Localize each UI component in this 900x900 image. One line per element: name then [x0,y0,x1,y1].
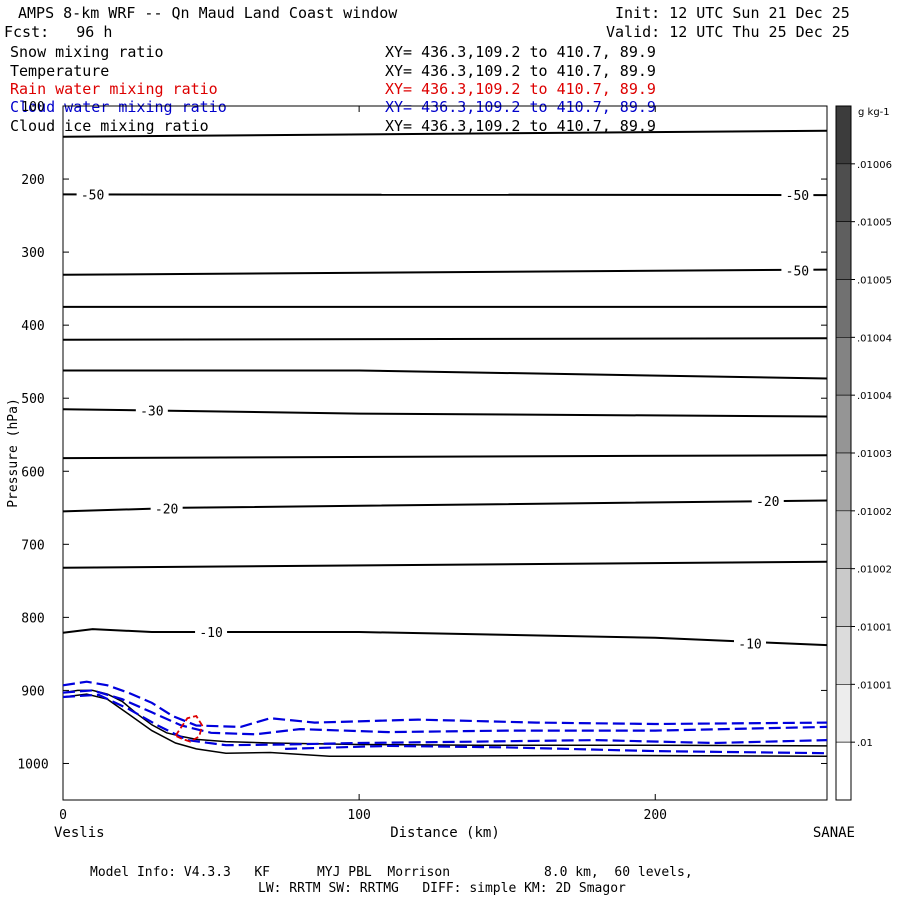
temperature-contour [62,560,828,569]
colorbar-label: .01003 [857,449,892,460]
cloud-water-contour [62,689,828,736]
y-tick-label: 400 [21,319,44,334]
temperature-contour-label: -50 [81,188,104,203]
colorbar-label: .01001 [857,623,892,634]
y-tick-label: 300 [21,246,44,261]
colorbar-segment [835,279,852,338]
colorbar-label: .01 [857,738,873,749]
colorbar-segment [835,626,852,685]
y-tick-label: 600 [21,465,44,480]
contour-label-bg [150,500,183,516]
legend-name-temperature: Temperature [10,62,110,80]
valid-time: Valid: 12 UTC Thu 25 Dec 25 [606,23,850,41]
temperature-contour [62,454,828,460]
temperature-contour [62,408,828,418]
y-tick-label: 900 [21,684,44,699]
x-tick-label: 0 [59,808,67,823]
colorbar-label: .01004 [857,333,892,344]
temperature-contour-label: -30 [140,405,163,420]
plot-frame [62,105,828,801]
x-tick-label: 200 [644,808,667,823]
cloud-water-contour [62,693,828,747]
temperature-contour-label: -10 [199,626,222,641]
legend-name-rain: Rain water mixing ratio [10,80,218,98]
init-time: Init: 12 UTC Sun 21 Dec 25 [615,4,850,22]
temperature-contour-label: -20 [756,495,779,510]
chart-title: AMPS 8-km WRF -- Qn Maud Land Coast wind… [18,4,398,22]
legend-xy-temperature: XY= 436.3,109.2 to 410.7, 89.9 [385,62,656,80]
legend-xy-rain: XY= 436.3,109.2 to 410.7, 89.9 [385,80,656,98]
legend-name-cloud-ice: Cloud ice mixing ratio [10,117,209,135]
colorbar-label: .01002 [857,507,892,518]
cloud-water-contour [285,744,828,755]
colorbar-segment [835,394,852,454]
colorbar-label: .01002 [857,565,892,576]
temperature-contour [63,369,828,380]
colorbar-segment [835,568,852,627]
contour-label-bg [781,262,814,278]
contour-label-bg [751,493,784,509]
colorbar-segment [835,105,852,165]
legend-xy-cloud-ice: XY= 436.3,109.2 to 410.7, 89.9 [385,117,656,135]
model-info-line2: LW: RRTM SW: RRTMG DIFF: simple KM: 2D S… [258,881,626,896]
colorbar-segment [835,510,852,569]
y-tick-label: 1000 [17,757,48,772]
x-tick-label: 100 [347,808,370,823]
x-axis-label: Distance (km) [390,825,500,841]
y-tick-label: 500 [21,392,44,407]
legend-xy-snow: XY= 436.3,109.2 to 410.7, 89.9 [385,43,656,61]
legend-name-cloud-water: Cloud water mixing ratio [10,98,227,116]
cloud-water-contour [62,680,828,729]
temperature-contour [62,193,828,197]
colorbar-segment [835,741,852,801]
x-end-label-right: SANAE [813,825,855,841]
contour-label-bg [135,402,168,418]
temperature-contour [62,268,828,276]
temperature-contour-label: -10 [738,638,761,653]
colorbar-segment [835,163,852,222]
contour-label-bg [76,186,109,202]
contour-label-bg [734,635,767,651]
colorbar-label: .01001 [857,680,892,691]
contour-label-bg [781,187,814,203]
y-tick-label: 100 [21,100,44,115]
colorbar-label: .01006 [857,160,892,171]
temperature-contour-label: -20 [155,503,178,518]
colorbar-label: .01004 [857,391,892,402]
model-info-line1: Model Info: V4.3.3 KF MYJ PBL Morrison 8… [90,865,693,880]
contour-label-bg [195,623,228,639]
colorbar-segment [835,221,852,280]
legend-name-snow: Snow mixing ratio [10,43,164,61]
temperature-contour [62,337,828,341]
temperature-contour-label: -50 [786,189,809,204]
x-end-label-left: Veslis [54,825,105,841]
y-tick-label: 800 [21,611,44,626]
temperature-contour-label: -50 [786,264,809,279]
colorbar-label: .01005 [857,276,892,287]
colorbar-segment [835,684,852,743]
rain-water-contour [174,714,204,743]
colorbar-segment [835,337,852,396]
y-axis-label: Pressure (hPa) [6,398,21,508]
forecast-hour: Fcst: 96 h [4,23,113,41]
y-tick-label: 700 [21,538,44,553]
colorbar-unit-label: g kg-1 [858,107,890,118]
temperature-contour [62,628,828,647]
colorbar-label: .01005 [857,218,892,229]
colorbar-segment [835,452,852,512]
legend-xy-cloud-water: XY= 436.3,109.2 to 410.7, 89.9 [385,98,656,116]
y-tick-label: 200 [21,173,44,188]
temperature-contour [62,129,828,138]
